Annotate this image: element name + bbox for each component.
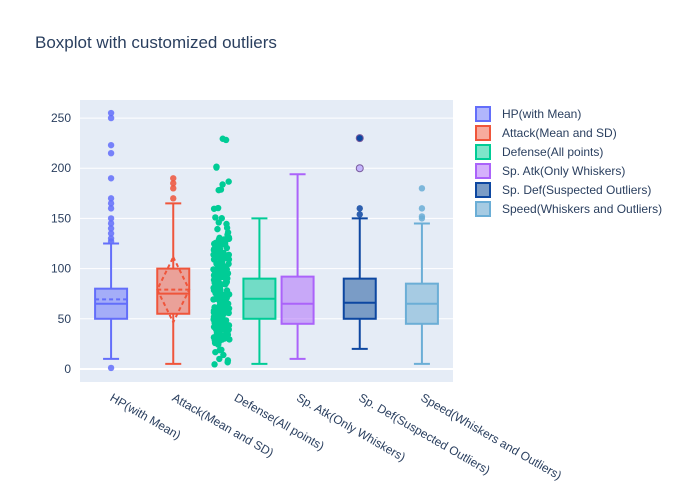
data-point (211, 361, 218, 368)
data-point (219, 181, 226, 188)
legend-swatch (475, 106, 491, 122)
data-point (218, 215, 225, 222)
data-point (216, 234, 223, 242)
legend-item-0: HP(with Mean) (475, 106, 581, 122)
box-4 (342, 134, 377, 350)
data-point (223, 287, 231, 294)
outlier-point (170, 195, 177, 202)
sd-diamond (156, 254, 191, 325)
legend-item-5: Speed(Whiskers and Outliers) (475, 201, 662, 217)
data-point (224, 300, 232, 307)
iqr-box (280, 275, 315, 325)
box-0 (94, 109, 129, 372)
data-point (219, 262, 226, 269)
data-point (220, 351, 227, 359)
y-tick-label: 250 (51, 111, 71, 125)
data-point (225, 322, 233, 329)
outlier-point (170, 180, 177, 187)
outlier-point (356, 205, 363, 212)
outlier-point (107, 364, 115, 372)
data-point (211, 336, 218, 344)
x-tick-label: Attack(Mean and SD) (170, 390, 276, 459)
data-point (218, 267, 225, 274)
outlier-point (107, 230, 115, 237)
data-point (225, 256, 233, 263)
outlier-point (107, 149, 115, 157)
chart-title: Boxplot with customized outliers (35, 33, 277, 52)
plot-background (80, 100, 453, 382)
legend-item-1: Attack(Mean and SD) (475, 125, 617, 141)
legend-item-4: Sp. Def(Suspected Outliers) (475, 182, 651, 198)
legend-label: Defense(All points) (502, 145, 603, 159)
data-point (224, 357, 232, 364)
legend-swatch (475, 201, 491, 217)
data-point (214, 225, 221, 233)
legend-label: Sp. Def(Suspected Outliers) (502, 183, 651, 197)
y-tick-label: 150 (51, 211, 71, 225)
outlier-point (356, 211, 363, 218)
data-point (221, 237, 229, 244)
data-point (223, 220, 230, 228)
outlier-point (107, 205, 115, 212)
legend-label: HP(with Mean) (502, 107, 581, 121)
data-point (225, 251, 233, 258)
outlier-point (418, 205, 426, 212)
outlier-point (107, 235, 115, 242)
outlier-point (418, 185, 426, 192)
y-tick-label: 200 (51, 161, 71, 175)
legend-label: Speed(Whiskers and Outliers) (502, 202, 662, 216)
box-3 (280, 173, 315, 360)
outlier-point (107, 114, 115, 122)
outlier-point (107, 141, 115, 149)
data-point (224, 231, 231, 238)
data-point (211, 304, 218, 311)
legend-swatch (475, 182, 491, 198)
legend-label: Sp. Atk(Only Whiskers) (502, 164, 625, 178)
outlier-point (107, 220, 115, 227)
outlier-point (107, 175, 115, 182)
outlier-point (170, 185, 177, 192)
legend-label: Attack(Mean and SD) (502, 126, 617, 140)
outlier-point (107, 195, 115, 202)
data-point (222, 136, 230, 144)
legend-item-3: Sp. Atk(Only Whiskers) (475, 163, 625, 179)
outlier-point (107, 215, 115, 222)
data-point (220, 297, 227, 304)
outlier-point (107, 109, 115, 117)
data-point (210, 205, 218, 212)
legend-swatch (475, 163, 491, 179)
suspected-outlier-point (355, 134, 364, 143)
outlier-point (107, 225, 115, 232)
x-tick-label: Sp. Atk(Only Whiskers) (294, 390, 408, 464)
data-point (225, 178, 232, 185)
outlier-point (418, 213, 426, 220)
legend-swatch (475, 144, 491, 160)
data-point (216, 355, 223, 363)
data-point (218, 346, 225, 353)
iqr-box (156, 267, 191, 315)
y-tick-label: 100 (51, 262, 71, 276)
data-point (210, 266, 217, 273)
y-tick-label: 0 (64, 362, 71, 376)
data-point (213, 164, 220, 171)
data-point (219, 257, 226, 264)
legend-item-2: Defense(All points) (475, 144, 603, 160)
outlier-point (170, 175, 177, 182)
box-1 (156, 175, 191, 365)
data-point (222, 281, 229, 288)
outlier-point (107, 200, 115, 207)
iqr-box (342, 277, 377, 320)
legend-swatch (475, 125, 491, 141)
data-point (218, 326, 226, 333)
box-5 (404, 185, 439, 365)
box-2 (210, 135, 277, 368)
data-point (211, 240, 218, 248)
y-tick-label: 50 (58, 312, 72, 326)
data-point (212, 214, 219, 221)
data-point (222, 317, 229, 324)
data-point (210, 272, 218, 279)
suspected-outlier-point (355, 164, 364, 173)
data-point (217, 186, 225, 193)
